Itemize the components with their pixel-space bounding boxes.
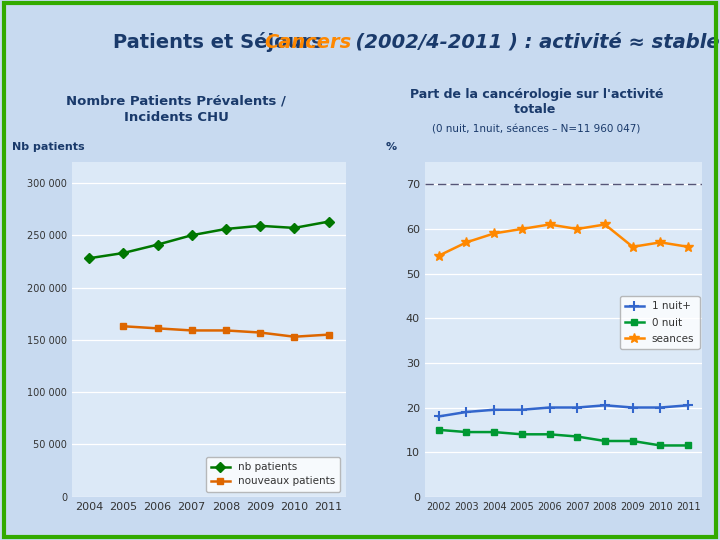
0 nuit [629, 438, 637, 444]
nb patients [85, 255, 94, 261]
0 nuit [600, 438, 609, 444]
0 nuit [434, 427, 443, 433]
seances [600, 221, 609, 228]
seances [656, 239, 665, 246]
nouveaux patients [187, 327, 196, 334]
seances [629, 244, 637, 250]
nb patients [256, 222, 264, 229]
1 nuit+ [462, 409, 471, 415]
Line: 1 nuit+: 1 nuit+ [433, 401, 693, 421]
nb patients [290, 225, 299, 231]
Text: (2002/4-2011 ) : activité ≈ stable: (2002/4-2011 ) : activité ≈ stable [343, 33, 720, 52]
0 nuit [684, 442, 693, 449]
1 nuit+ [573, 404, 582, 411]
Line: seances: seances [433, 220, 693, 261]
nouveaux patients [324, 332, 333, 338]
0 nuit [518, 431, 526, 437]
seances [545, 221, 554, 228]
nb patients [119, 250, 127, 256]
Text: (0 nuit, 1nuit, séances – N=11 960 047): (0 nuit, 1nuit, séances – N=11 960 047) [432, 125, 641, 135]
0 nuit [573, 433, 582, 440]
nouveaux patients [153, 325, 162, 332]
nouveaux patients [290, 334, 299, 340]
Line: 0 nuit: 0 nuit [435, 427, 692, 449]
Text: Part de la cancérologie sur l'activité
totale: Part de la cancérologie sur l'activité t… [410, 88, 663, 116]
1 nuit+ [656, 404, 665, 411]
seances [684, 244, 693, 250]
nouveaux patients [119, 323, 127, 329]
1 nuit+ [629, 404, 637, 411]
seances [462, 239, 471, 246]
Text: Cancers: Cancers [265, 33, 352, 52]
0 nuit [490, 429, 498, 435]
1 nuit+ [518, 407, 526, 413]
1 nuit+ [600, 402, 609, 409]
nb patients [222, 226, 230, 232]
Text: Patients et Séjours: Patients et Séjours [113, 32, 330, 52]
Text: Nb patients: Nb patients [12, 142, 84, 152]
Line: nb patients: nb patients [86, 218, 332, 262]
nouveaux patients [256, 329, 264, 336]
seances [490, 230, 498, 237]
nouveaux patients [222, 327, 230, 334]
Line: nouveaux patients: nouveaux patients [120, 323, 332, 340]
seances [434, 253, 443, 259]
nb patients [153, 241, 162, 248]
Text: %: % [386, 142, 397, 152]
1 nuit+ [434, 413, 443, 420]
nb patients [324, 218, 333, 225]
1 nuit+ [684, 402, 693, 409]
Legend: 1 nuit+, 0 nuit, seances: 1 nuit+, 0 nuit, seances [620, 296, 700, 349]
seances [518, 226, 526, 232]
1 nuit+ [490, 407, 498, 413]
0 nuit [545, 431, 554, 437]
0 nuit [462, 429, 471, 435]
Legend: nb patients, nouveaux patients: nb patients, nouveaux patients [206, 457, 341, 491]
Text: Nombre Patients Prévalents /
Incidents CHU: Nombre Patients Prévalents / Incidents C… [66, 94, 287, 124]
seances [573, 226, 582, 232]
1 nuit+ [545, 404, 554, 411]
0 nuit [656, 442, 665, 449]
nb patients [187, 232, 196, 239]
